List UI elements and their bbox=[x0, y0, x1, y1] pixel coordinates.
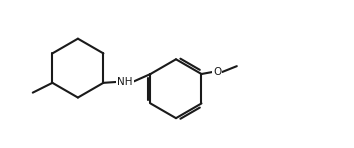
Text: NH: NH bbox=[117, 77, 133, 87]
Text: O: O bbox=[213, 67, 221, 77]
